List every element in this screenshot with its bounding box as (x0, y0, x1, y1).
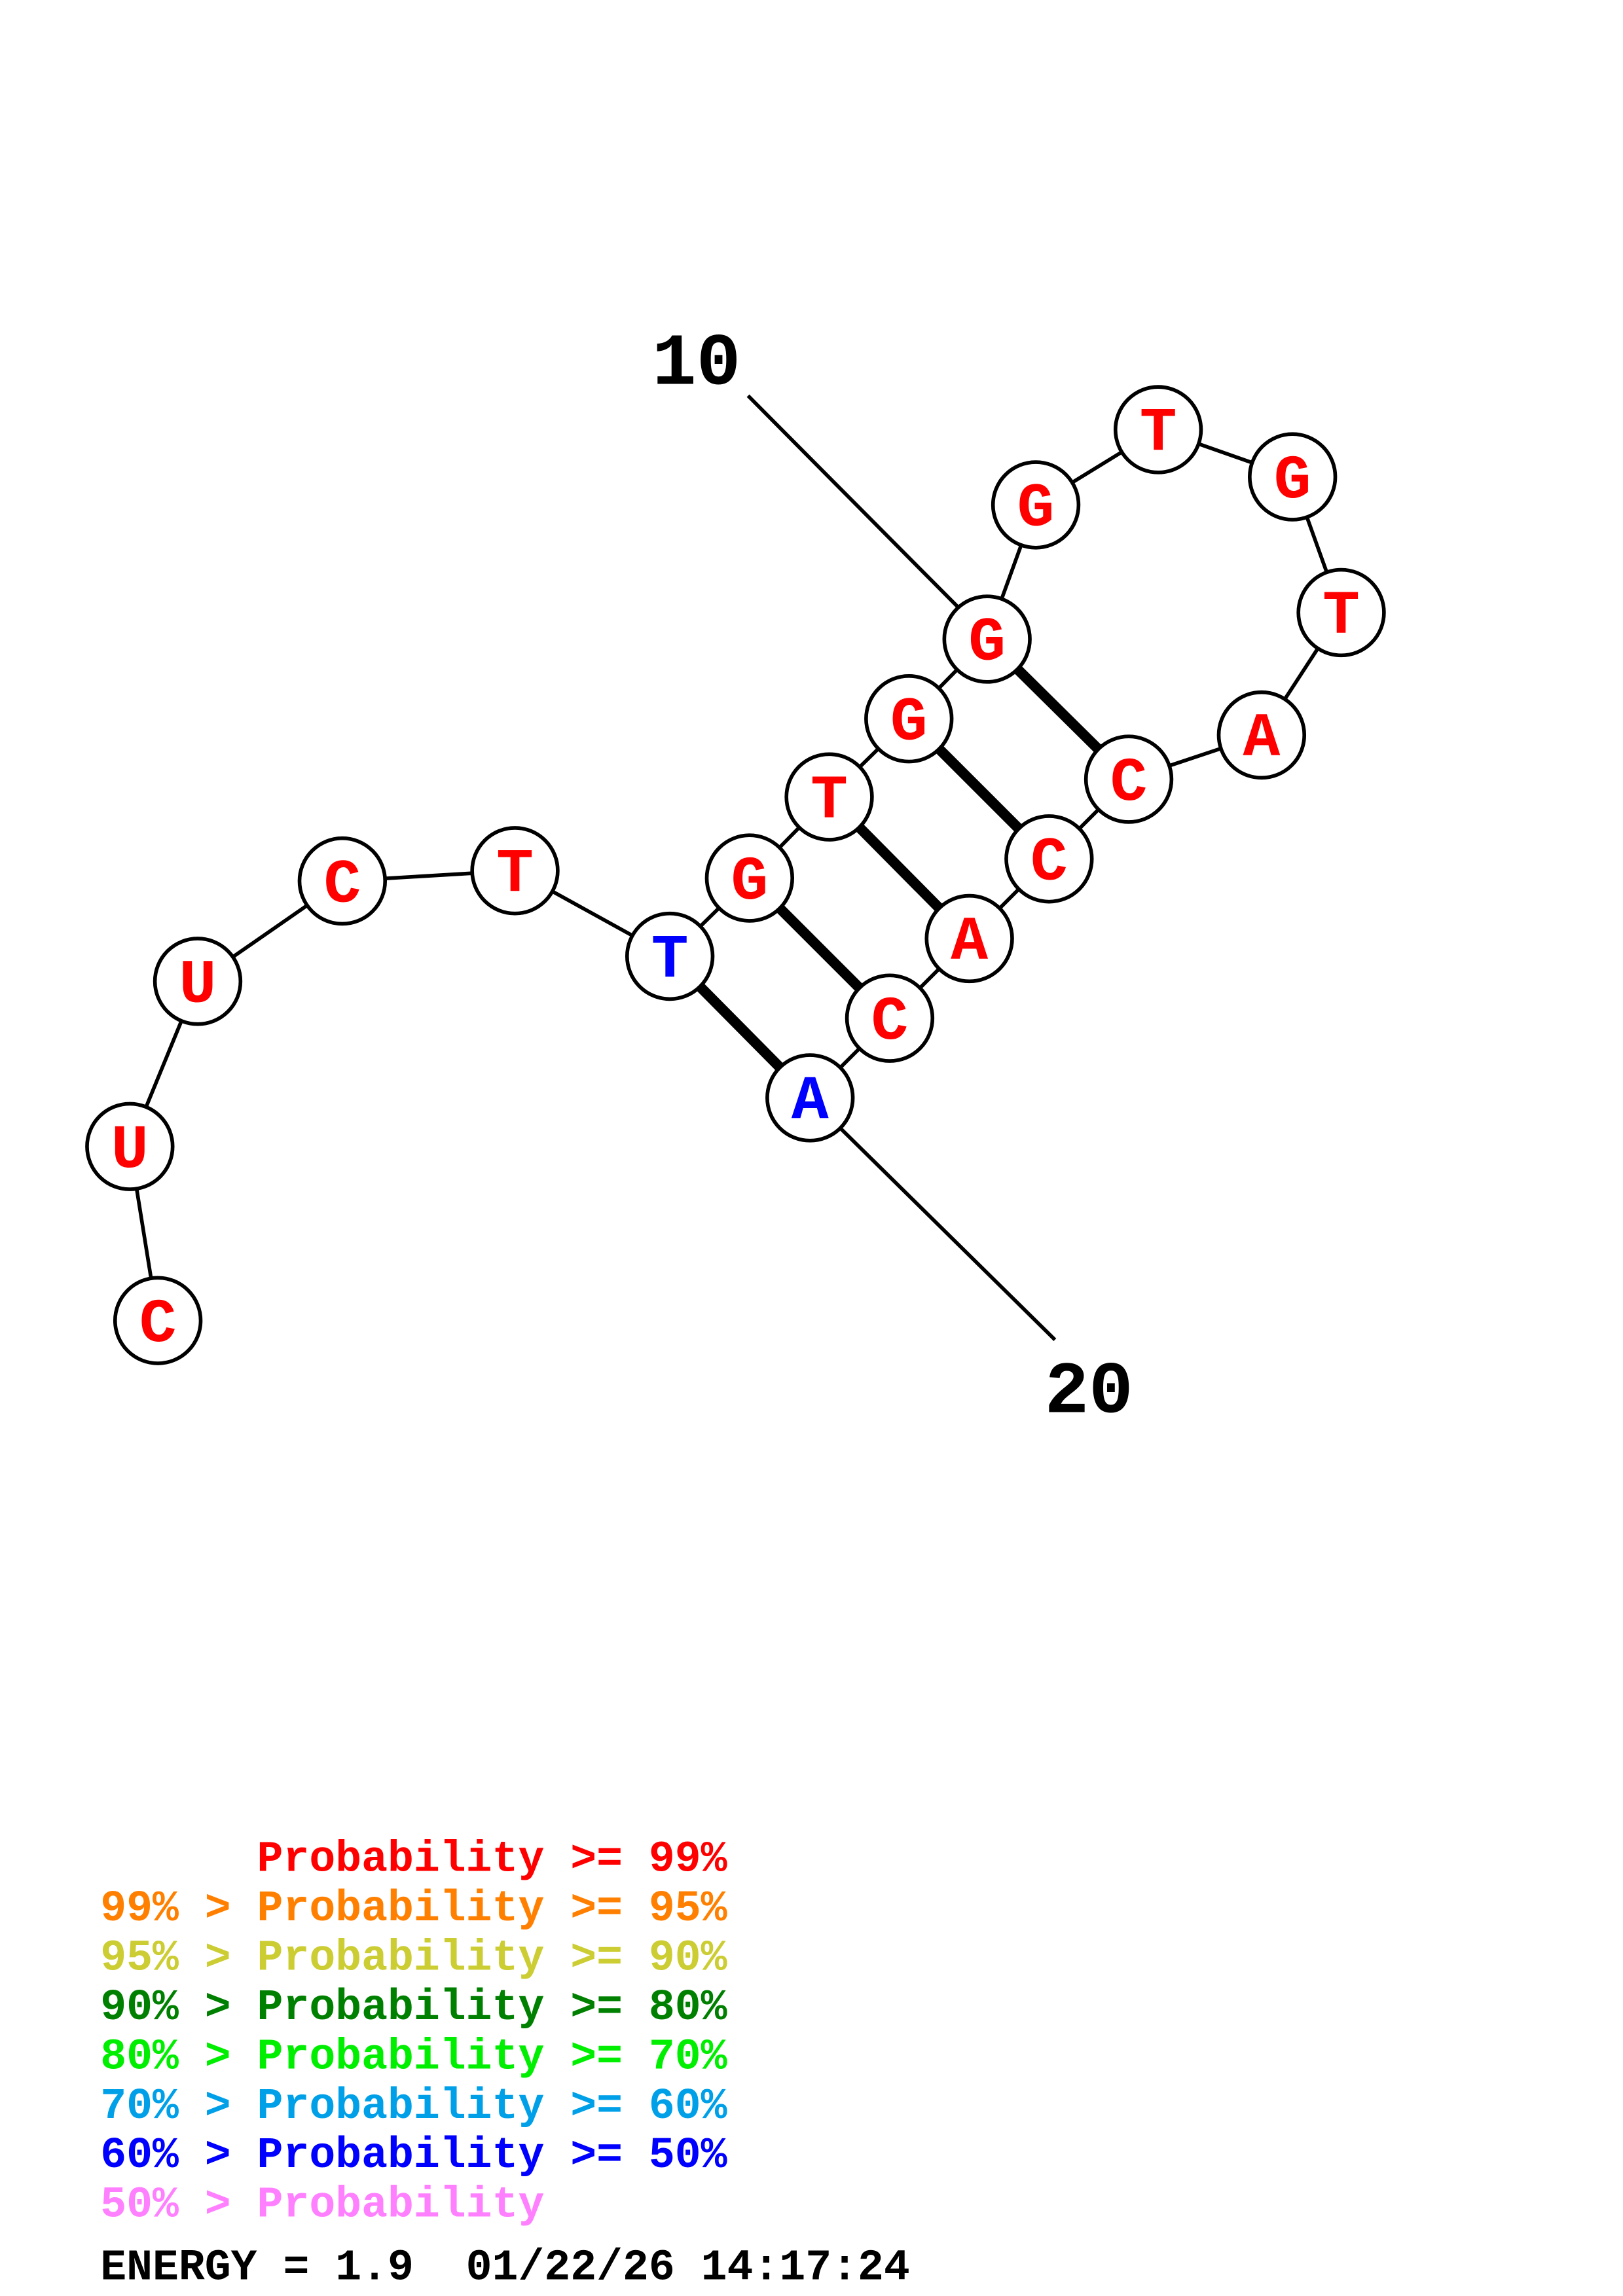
legend-row: Probability >= 99% (100, 1835, 727, 1884)
nucleotide-circle (1113, 385, 1203, 475)
nucleotide-circle (113, 1276, 203, 1365)
nucleotide-11: G (991, 460, 1081, 550)
nucleotide-17: C (1004, 814, 1094, 904)
nucleotide-4: C (297, 836, 388, 926)
nucleotide-circle (1216, 690, 1307, 780)
nucleotide-circle (1248, 432, 1338, 522)
legend-row: 50% > Probability (100, 2181, 544, 2230)
nucleotide-6: T (625, 911, 715, 1001)
position-label-20: 20 (1045, 1350, 1133, 1434)
nucleotide-circle (297, 836, 388, 926)
position-labels: 10 20 (652, 323, 1133, 1435)
nucleotide-letter: C (1030, 829, 1068, 899)
nucleotide-circle (784, 752, 874, 842)
nucleotide-circle (704, 833, 795, 923)
nucleotide-circle (1296, 567, 1386, 658)
nucleotide-circle (153, 937, 243, 1026)
nucleotide-14: T (1296, 567, 1386, 658)
legend-row: 90% > Probability >= 80% (100, 1983, 727, 2032)
nucleotide-10: G (942, 594, 1032, 684)
nucleotide-7: G (704, 833, 795, 923)
nucleotide-letter: G (731, 848, 768, 918)
position-label-line (746, 394, 960, 610)
position-label-line (839, 1127, 1057, 1341)
nucleotide-letter: A (951, 908, 988, 978)
nucleotide-circle (924, 893, 1014, 984)
nucleotide-letter: T (1322, 582, 1360, 652)
nucleotide-15: A (1216, 690, 1307, 780)
nucleotide-2: U (85, 1102, 175, 1191)
nucleotide-1: C (113, 1276, 203, 1365)
nucleotide-20: A (765, 1053, 855, 1143)
nucleotide-letter: G (1274, 446, 1311, 516)
nucleotide-12: T (1113, 385, 1203, 475)
nucleotide-circle (85, 1102, 175, 1191)
nucleotide-circle (845, 973, 935, 1063)
nucleotide-circle (470, 826, 560, 916)
nucleotide-circle (942, 594, 1032, 684)
nucleotide-19: C (845, 973, 935, 1063)
nucleotide-letter: C (323, 850, 361, 920)
nucleotide-circle (1004, 814, 1094, 904)
nucleotide-9: G (864, 674, 954, 764)
nucleotide-letter: G (1017, 475, 1055, 545)
nucleotide-letter: T (496, 840, 534, 910)
nucleotide-letter: T (651, 925, 689, 996)
position-label-10: 10 (652, 323, 740, 406)
nucleotide-letter: U (111, 1116, 149, 1186)
nucleotide-5: T (470, 826, 560, 916)
nucleotide-13: G (1248, 432, 1338, 522)
nucleotide-letter: A (792, 1067, 829, 1138)
nucleotide-circle (765, 1053, 855, 1143)
nucleotide-letter: A (1243, 704, 1280, 774)
nucleotide-circle (1084, 734, 1174, 824)
nucleotide-letter: C (1110, 749, 1148, 819)
energy-footer: ENERGY = 1.9 01/22/26 14:17:24 (100, 2244, 910, 2293)
legend-row: 99% > Probability >= 95% (100, 1884, 727, 1933)
probability-legend: Probability >= 99%99% > Probability >= 9… (100, 1835, 727, 2229)
nucleotide-letter: U (179, 951, 217, 1021)
nucleotide-letter: C (871, 988, 909, 1058)
nucleotide-letter: T (811, 766, 848, 836)
nucleotide-letter: G (890, 688, 928, 758)
legend-row: 95% > Probability >= 90% (100, 1933, 727, 1982)
nucleotide-circle (625, 911, 715, 1001)
legend-row: 70% > Probability >= 60% (100, 2082, 727, 2131)
nucleotide-3: U (153, 937, 243, 1026)
nucleotide-letter: G (968, 609, 1006, 679)
nucleotide-circle (991, 460, 1081, 550)
nucleotide-circle (864, 674, 954, 764)
legend-row: 80% > Probability >= 70% (100, 2032, 727, 2081)
nucleotide-letter: C (139, 1290, 177, 1360)
nucleotide-16: C (1084, 734, 1174, 824)
legend-row: 60% > Probability >= 50% (100, 2131, 727, 2180)
nucleotide-letter: T (1140, 399, 1177, 469)
nucleotide-18: A (924, 893, 1014, 984)
nucleotide-8: T (784, 752, 874, 842)
